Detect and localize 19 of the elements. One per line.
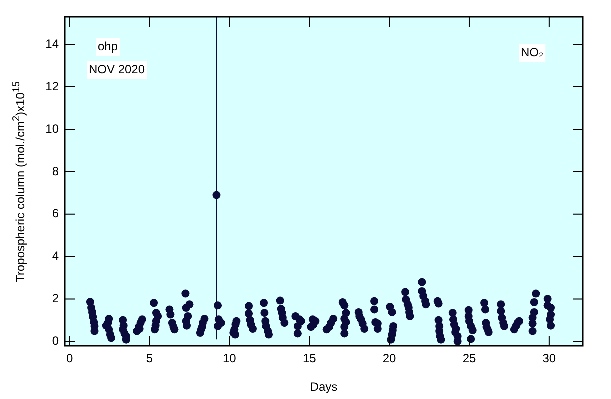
y-tick-label: 14 <box>46 36 60 51</box>
y-tick-label: 4 <box>52 249 60 264</box>
x-tick-label: 15 <box>302 352 317 366</box>
x-tick-label: 5 <box>146 352 154 366</box>
y-tick-label: 12 <box>46 79 60 94</box>
x-tick-label: 25 <box>462 352 476 366</box>
annotation: ohp <box>98 39 118 54</box>
y-tick-label: 2 <box>52 292 60 306</box>
x-axis-title: Days <box>310 380 338 394</box>
y-tick-label: 0 <box>52 334 60 348</box>
x-tick-label: 20 <box>382 352 397 366</box>
x-tick-label: 0 <box>66 352 74 366</box>
y-tick-label: 6 <box>52 206 60 221</box>
y-tick-label: 8 <box>52 164 60 178</box>
annotation: NO₂ <box>521 45 544 60</box>
annotation: NOV 2020 <box>89 62 146 76</box>
x-tick-label: 30 <box>542 352 556 366</box>
y-tick-label: 10 <box>46 122 60 136</box>
x-tick-label: 10 <box>222 352 237 366</box>
